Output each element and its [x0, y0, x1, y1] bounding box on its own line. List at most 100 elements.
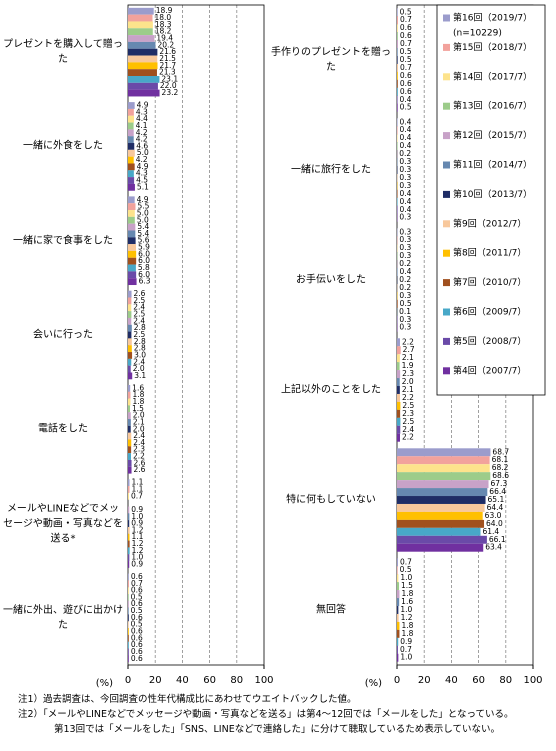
bar	[397, 386, 400, 394]
value-label: 4.9	[137, 101, 149, 110]
value-label: 0.6	[131, 572, 143, 581]
bar	[128, 76, 160, 83]
value-label: 22.0	[160, 81, 177, 90]
value-label: 0.7	[400, 15, 412, 24]
legend-label: 第9回（2012/7）	[453, 217, 526, 229]
value-label: 1.2	[132, 525, 144, 534]
value-label: 0.9	[131, 505, 143, 514]
bar	[128, 69, 157, 77]
value-label: 2.6	[134, 465, 146, 474]
bar	[128, 439, 132, 447]
value-label: 0.6	[131, 640, 143, 649]
value-label: 5.0	[137, 208, 149, 217]
value-label: 0.7	[400, 557, 412, 566]
bar	[397, 590, 400, 599]
bar	[128, 89, 160, 97]
legend-swatch	[443, 73, 450, 81]
bar	[397, 637, 399, 646]
bar	[128, 358, 132, 366]
bar	[128, 324, 132, 332]
legend-swatch	[443, 220, 450, 228]
bar	[128, 533, 130, 541]
bar	[128, 55, 158, 63]
value-label: 2.3	[133, 445, 145, 454]
legend-note: (n=10229)	[453, 29, 502, 39]
value-label: 2.4	[133, 431, 145, 440]
value-label: 1.5	[132, 404, 144, 413]
bar	[397, 409, 401, 418]
bar	[128, 35, 155, 42]
value-label: 18.0	[154, 13, 171, 22]
value-label: 5.8	[138, 263, 150, 272]
bar	[397, 645, 398, 654]
value-label: 1.8	[132, 390, 144, 399]
bar	[397, 543, 484, 552]
value-label: 1.0	[131, 512, 143, 521]
value-label: 2.5	[133, 310, 145, 319]
bar	[397, 401, 401, 410]
bar	[128, 122, 134, 130]
bar	[397, 535, 487, 544]
value-label: 2.4	[133, 316, 145, 325]
value-label: 0.5	[131, 592, 143, 601]
value-label: 0.3	[399, 181, 411, 190]
value-label: 0.2	[399, 259, 411, 268]
bar	[128, 290, 132, 298]
value-label: 2.0	[133, 424, 145, 433]
x-tick-label: 40	[445, 675, 458, 686]
bar	[397, 189, 398, 198]
value-label: 1.0	[400, 605, 412, 614]
value-label: 0.6	[131, 613, 143, 622]
bar	[397, 197, 398, 206]
bar	[128, 621, 129, 629]
value-label: 2.1	[402, 385, 414, 394]
bar	[397, 24, 398, 33]
legend-swatch	[443, 337, 450, 345]
value-label: 0.3	[399, 235, 411, 244]
value-label: 20.2	[157, 40, 174, 49]
bar	[128, 129, 134, 137]
value-label: 61.4	[483, 527, 500, 536]
bar	[128, 466, 132, 474]
bar	[128, 21, 153, 29]
value-label: 0.1	[399, 307, 411, 316]
value-label: 0.6	[400, 71, 412, 80]
bar	[397, 613, 399, 622]
value-label: 0.7	[400, 39, 412, 48]
bar	[128, 425, 131, 433]
value-label: 0.6	[131, 599, 143, 608]
bar	[397, 87, 398, 96]
x-tick-label: 80	[230, 675, 243, 686]
bar	[397, 464, 490, 473]
value-label: 2.5	[133, 296, 145, 305]
value-label: 1.2	[401, 613, 413, 622]
bar	[128, 210, 135, 217]
legend-swatch	[443, 43, 450, 51]
bar	[128, 554, 130, 562]
value-label: 6.0	[138, 256, 150, 265]
bar	[128, 28, 153, 36]
legend-label: 第15回（2018/7）	[453, 41, 532, 53]
legend-label: 第12回（2015/7）	[453, 129, 532, 141]
value-label: 0.6	[400, 31, 412, 40]
bar	[128, 365, 131, 373]
category-label: お手伝いをした	[296, 274, 366, 286]
value-label: 0.3	[399, 173, 411, 182]
bar	[397, 370, 401, 379]
bar	[128, 419, 131, 426]
bar	[397, 527, 481, 536]
value-label: 0.5	[400, 55, 412, 64]
x-tick-label: 60	[203, 675, 216, 686]
value-label: 21.3	[159, 68, 176, 77]
legend-swatch	[443, 102, 450, 110]
value-label: 2.0	[133, 411, 145, 420]
legend-label: 第14回（2017/7）	[453, 70, 532, 82]
category-label: 一緒に外食をした	[23, 140, 103, 152]
value-label: 0.6	[131, 626, 143, 635]
legend-swatch	[443, 161, 450, 169]
bar	[128, 304, 132, 312]
value-label: 0.5	[400, 103, 412, 112]
x-tick-label: 60	[472, 675, 485, 686]
bar	[397, 574, 399, 583]
